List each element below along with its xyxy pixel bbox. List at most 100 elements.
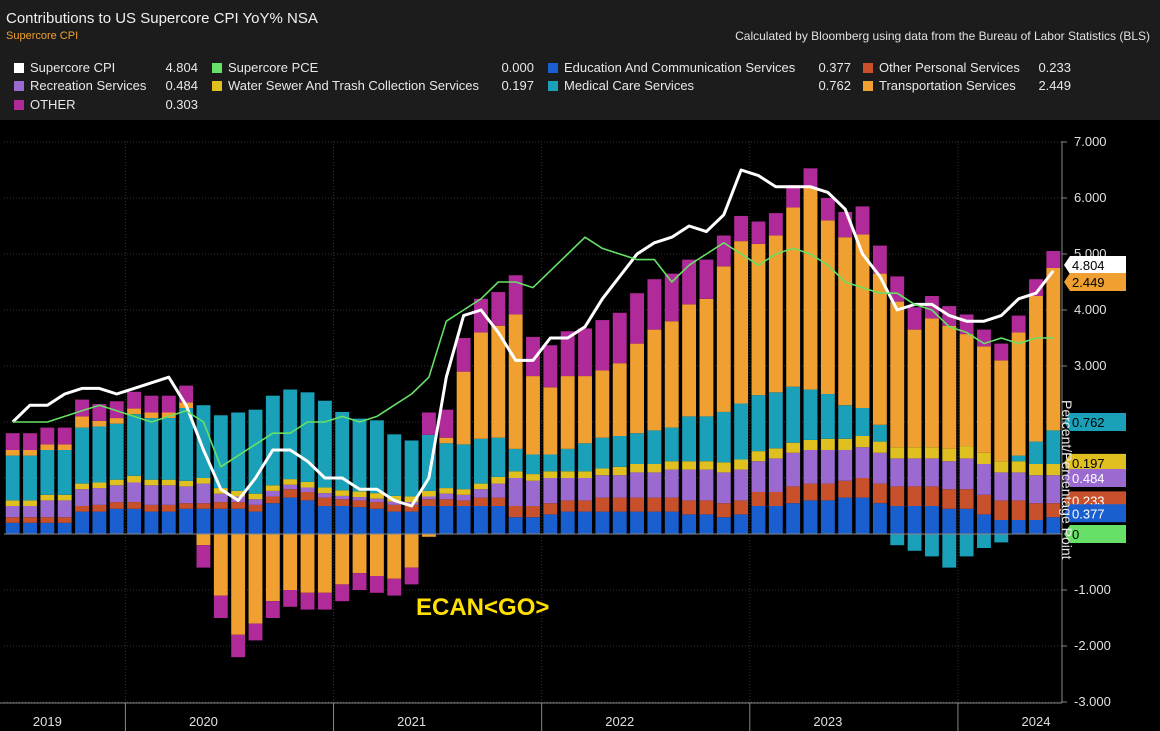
bar-segment — [907, 506, 922, 534]
bar-segment — [213, 595, 228, 618]
legend-item[interactable]: OTHER 0.303 — [14, 97, 198, 113]
bar-segment — [283, 534, 298, 590]
bar-segment — [179, 508, 194, 534]
bar-segment — [144, 395, 159, 413]
bar-segment — [23, 433, 37, 450]
value-badge: 0.484 — [1064, 469, 1126, 487]
bar-segment — [1046, 430, 1061, 464]
bar-segment — [335, 490, 350, 496]
bar-segment — [855, 447, 870, 478]
bar-segment — [474, 438, 488, 484]
bar-segment — [612, 497, 627, 512]
bar-segment — [421, 499, 436, 506]
bar-segment — [23, 450, 37, 456]
bar-segment — [144, 412, 159, 419]
legend-item[interactable]: Recreation Services 0.484 — [14, 78, 198, 94]
bar-segment — [664, 469, 679, 498]
bar-segment — [439, 499, 454, 506]
legend-item[interactable]: Supercore CPI 4.804 — [14, 60, 198, 76]
bar-segment — [92, 426, 107, 483]
x-tick-label: 2020 — [189, 714, 218, 729]
bar-segment — [838, 405, 853, 439]
bar-segment — [508, 517, 523, 534]
bar-segment — [1011, 461, 1026, 473]
bar-segment — [664, 461, 679, 470]
bar-segment — [387, 501, 402, 505]
bar-segment — [664, 273, 679, 322]
value-badge: 0.762 — [1064, 413, 1126, 431]
bar-segment — [734, 241, 749, 404]
bar-segment — [40, 522, 55, 534]
bar-segment — [404, 534, 419, 568]
bar-segment — [699, 461, 714, 470]
bar-segment — [543, 514, 558, 534]
bar-segment — [456, 500, 471, 506]
bar-segment — [75, 489, 89, 506]
bar-segment — [421, 496, 436, 500]
legend-item[interactable]: Medical Care Services 0.762 — [548, 78, 851, 94]
legend-item[interactable]: Education And Communication Services 0.37… — [548, 60, 851, 76]
legend-item[interactable]: Water Sewer And Trash Collection Service… — [212, 78, 534, 94]
bar-segment — [421, 534, 436, 537]
bar-segment — [612, 475, 627, 498]
bar-segment — [543, 345, 558, 388]
bar-segment — [213, 493, 228, 503]
bar-segment — [40, 500, 55, 518]
bar-segment — [283, 389, 298, 480]
bar-segment — [942, 534, 957, 568]
y-tick-label: 4.000 — [1074, 302, 1107, 317]
bar-segment — [491, 476, 506, 484]
bar-segment — [612, 511, 627, 534]
bar-segment — [890, 458, 905, 487]
bar-segment — [75, 427, 89, 484]
bar-segment — [1029, 441, 1043, 464]
bar-segment — [994, 343, 1009, 361]
bar-segment — [1046, 464, 1061, 476]
legend-value: 0.484 — [165, 78, 198, 93]
bar-segment — [682, 469, 697, 501]
bar-segment — [92, 482, 107, 489]
bar-segment — [595, 497, 610, 512]
bar-segment — [300, 534, 315, 593]
bar-segment — [820, 500, 835, 534]
legend-swatch — [212, 81, 222, 91]
bar-segment — [248, 504, 263, 512]
bar-segment — [647, 279, 662, 330]
bar-segment — [699, 469, 714, 501]
legend-item[interactable]: Other Personal Services 0.233 — [863, 60, 1071, 76]
bar-segment — [144, 418, 159, 480]
value-badge-label: 0.762 — [1072, 415, 1105, 430]
bar-segment — [439, 493, 454, 500]
bar-segment — [699, 298, 714, 417]
bar-segment — [803, 500, 818, 534]
bar-segment — [265, 534, 280, 602]
legend-item[interactable]: Transportation Services 2.449 — [863, 78, 1071, 94]
bar-segment — [543, 503, 558, 515]
bar-segment — [23, 522, 37, 534]
bar-segment — [456, 371, 471, 445]
bar-segment — [803, 168, 818, 188]
bar-segment — [196, 478, 211, 484]
bar-segment — [924, 534, 939, 557]
value-badge: 2.449 — [1064, 273, 1126, 291]
supercore-pce-line — [12, 236, 1054, 468]
bar-segment — [630, 464, 645, 473]
bar-segment — [786, 207, 801, 387]
bar-segment — [1046, 503, 1061, 518]
bar-segment — [317, 506, 332, 534]
legend-item[interactable]: Supercore PCE 0.000 — [212, 60, 534, 76]
bar-segment — [855, 206, 870, 235]
legend-label: OTHER — [30, 97, 76, 112]
y-axis-label: Percent/Percentage Point — [1059, 400, 1075, 560]
bar-segment — [647, 464, 662, 473]
bar-segment — [820, 220, 835, 394]
bar-segment — [994, 461, 1009, 473]
bar-segment — [907, 447, 922, 459]
bar-segment — [491, 497, 506, 506]
bar-segment — [803, 187, 818, 390]
bar-segment — [682, 304, 697, 417]
bar-segment — [768, 392, 783, 449]
bar-segment — [630, 343, 645, 434]
y-tick-label: 7.000 — [1074, 134, 1107, 149]
bar-segment — [144, 479, 159, 486]
